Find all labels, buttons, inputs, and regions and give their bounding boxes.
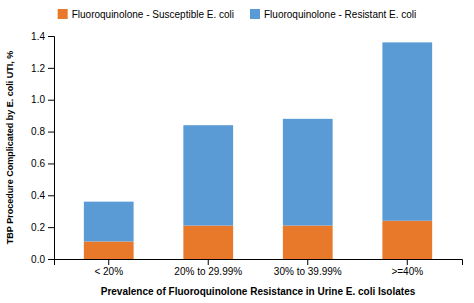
tick-label: 1.4 — [31, 31, 45, 42]
bar-series — [84, 42, 432, 241]
tick-mark — [208, 259, 209, 265]
tick-label: 1.2 — [31, 63, 45, 74]
tick-label: 0.0 — [31, 254, 45, 265]
x-tick: 20% to 29.99% — [174, 259, 242, 277]
tick-mark — [48, 163, 54, 164]
y-tick: 0.2 — [31, 222, 54, 233]
legend-label: Fluoroquinolone - Susceptible E. coli — [72, 9, 234, 20]
y-tick: 1.2 — [31, 63, 54, 74]
tick-mark — [407, 259, 408, 265]
y-tick: 0.4 — [31, 190, 54, 201]
y-tick: 0.8 — [31, 126, 54, 137]
tick-mark — [48, 195, 54, 196]
legend-label: Fluoroquinolone - Resistant E. coli — [264, 9, 416, 20]
tick-mark — [48, 36, 54, 37]
tick-label: 0.6 — [31, 158, 45, 169]
tick-label: < 20% — [94, 266, 123, 277]
tick-label: 0.8 — [31, 126, 45, 137]
bar — [382, 221, 432, 259]
bar — [382, 42, 432, 220]
legend-item: Fluoroquinolone - Resistant E. coli — [250, 9, 416, 20]
tick-mark — [48, 68, 54, 69]
tick-mark — [307, 259, 308, 265]
tick-mark — [108, 259, 109, 265]
bar — [183, 226, 233, 259]
chart: 0.0 0.2 0.4 0.6 0.8 1.0 1.2 1.4 < 20% 20% to 29.9… — [0, 0, 474, 303]
x-axis: < 20% 20% to 29.99% 30% to 39.99% >=40% — [55, 259, 463, 277]
x-axis-title: Prevalence of Fluoroquinolone Resistance… — [101, 286, 416, 297]
x-tick: 30% to 39.99% — [274, 259, 342, 277]
tick-mark — [48, 132, 54, 133]
bar — [84, 202, 134, 242]
y-axis-title: TBP Procedure Complicated by E. coli UTI… — [5, 51, 15, 244]
tick-mark — [48, 227, 54, 228]
bar — [183, 125, 233, 225]
tick-label: 30% to 39.99% — [274, 266, 342, 277]
tick-label: 0.4 — [31, 190, 45, 201]
bar-series — [84, 221, 432, 259]
x-tick: >=40% — [391, 259, 423, 277]
bar — [283, 226, 333, 259]
tick-label: 20% to 29.99% — [174, 266, 242, 277]
y-tick: 0.0 — [31, 254, 54, 265]
bars — [84, 42, 432, 259]
tick-mark — [48, 259, 54, 260]
legend-swatch — [58, 9, 68, 19]
bar — [283, 119, 333, 226]
x-tick: < 20% — [94, 259, 123, 277]
y-tick: 1.4 — [31, 31, 54, 42]
y-tick: 1.0 — [31, 94, 54, 105]
tick-label: 0.2 — [31, 222, 45, 233]
legend: Fluoroquinolone - Susceptible E. coli Flu… — [58, 9, 417, 20]
tick-label: 1.0 — [31, 94, 45, 105]
tick-label: >=40% — [391, 266, 423, 277]
axis-line — [55, 260, 463, 266]
tick-mark — [48, 100, 54, 101]
axis-line — [48, 37, 55, 260]
y-axis: 0.0 0.2 0.4 0.6 0.8 1.0 1.2 1.4 — [31, 31, 54, 265]
y-tick: 0.6 — [31, 158, 54, 169]
legend-swatch — [250, 9, 260, 19]
plot: 0.0 0.2 0.4 0.6 0.8 1.0 1.2 1.4 < 20% 20% to 29.9… — [31, 31, 462, 277]
bar — [84, 241, 134, 259]
legend-item: Fluoroquinolone - Susceptible E. coli — [58, 9, 234, 20]
